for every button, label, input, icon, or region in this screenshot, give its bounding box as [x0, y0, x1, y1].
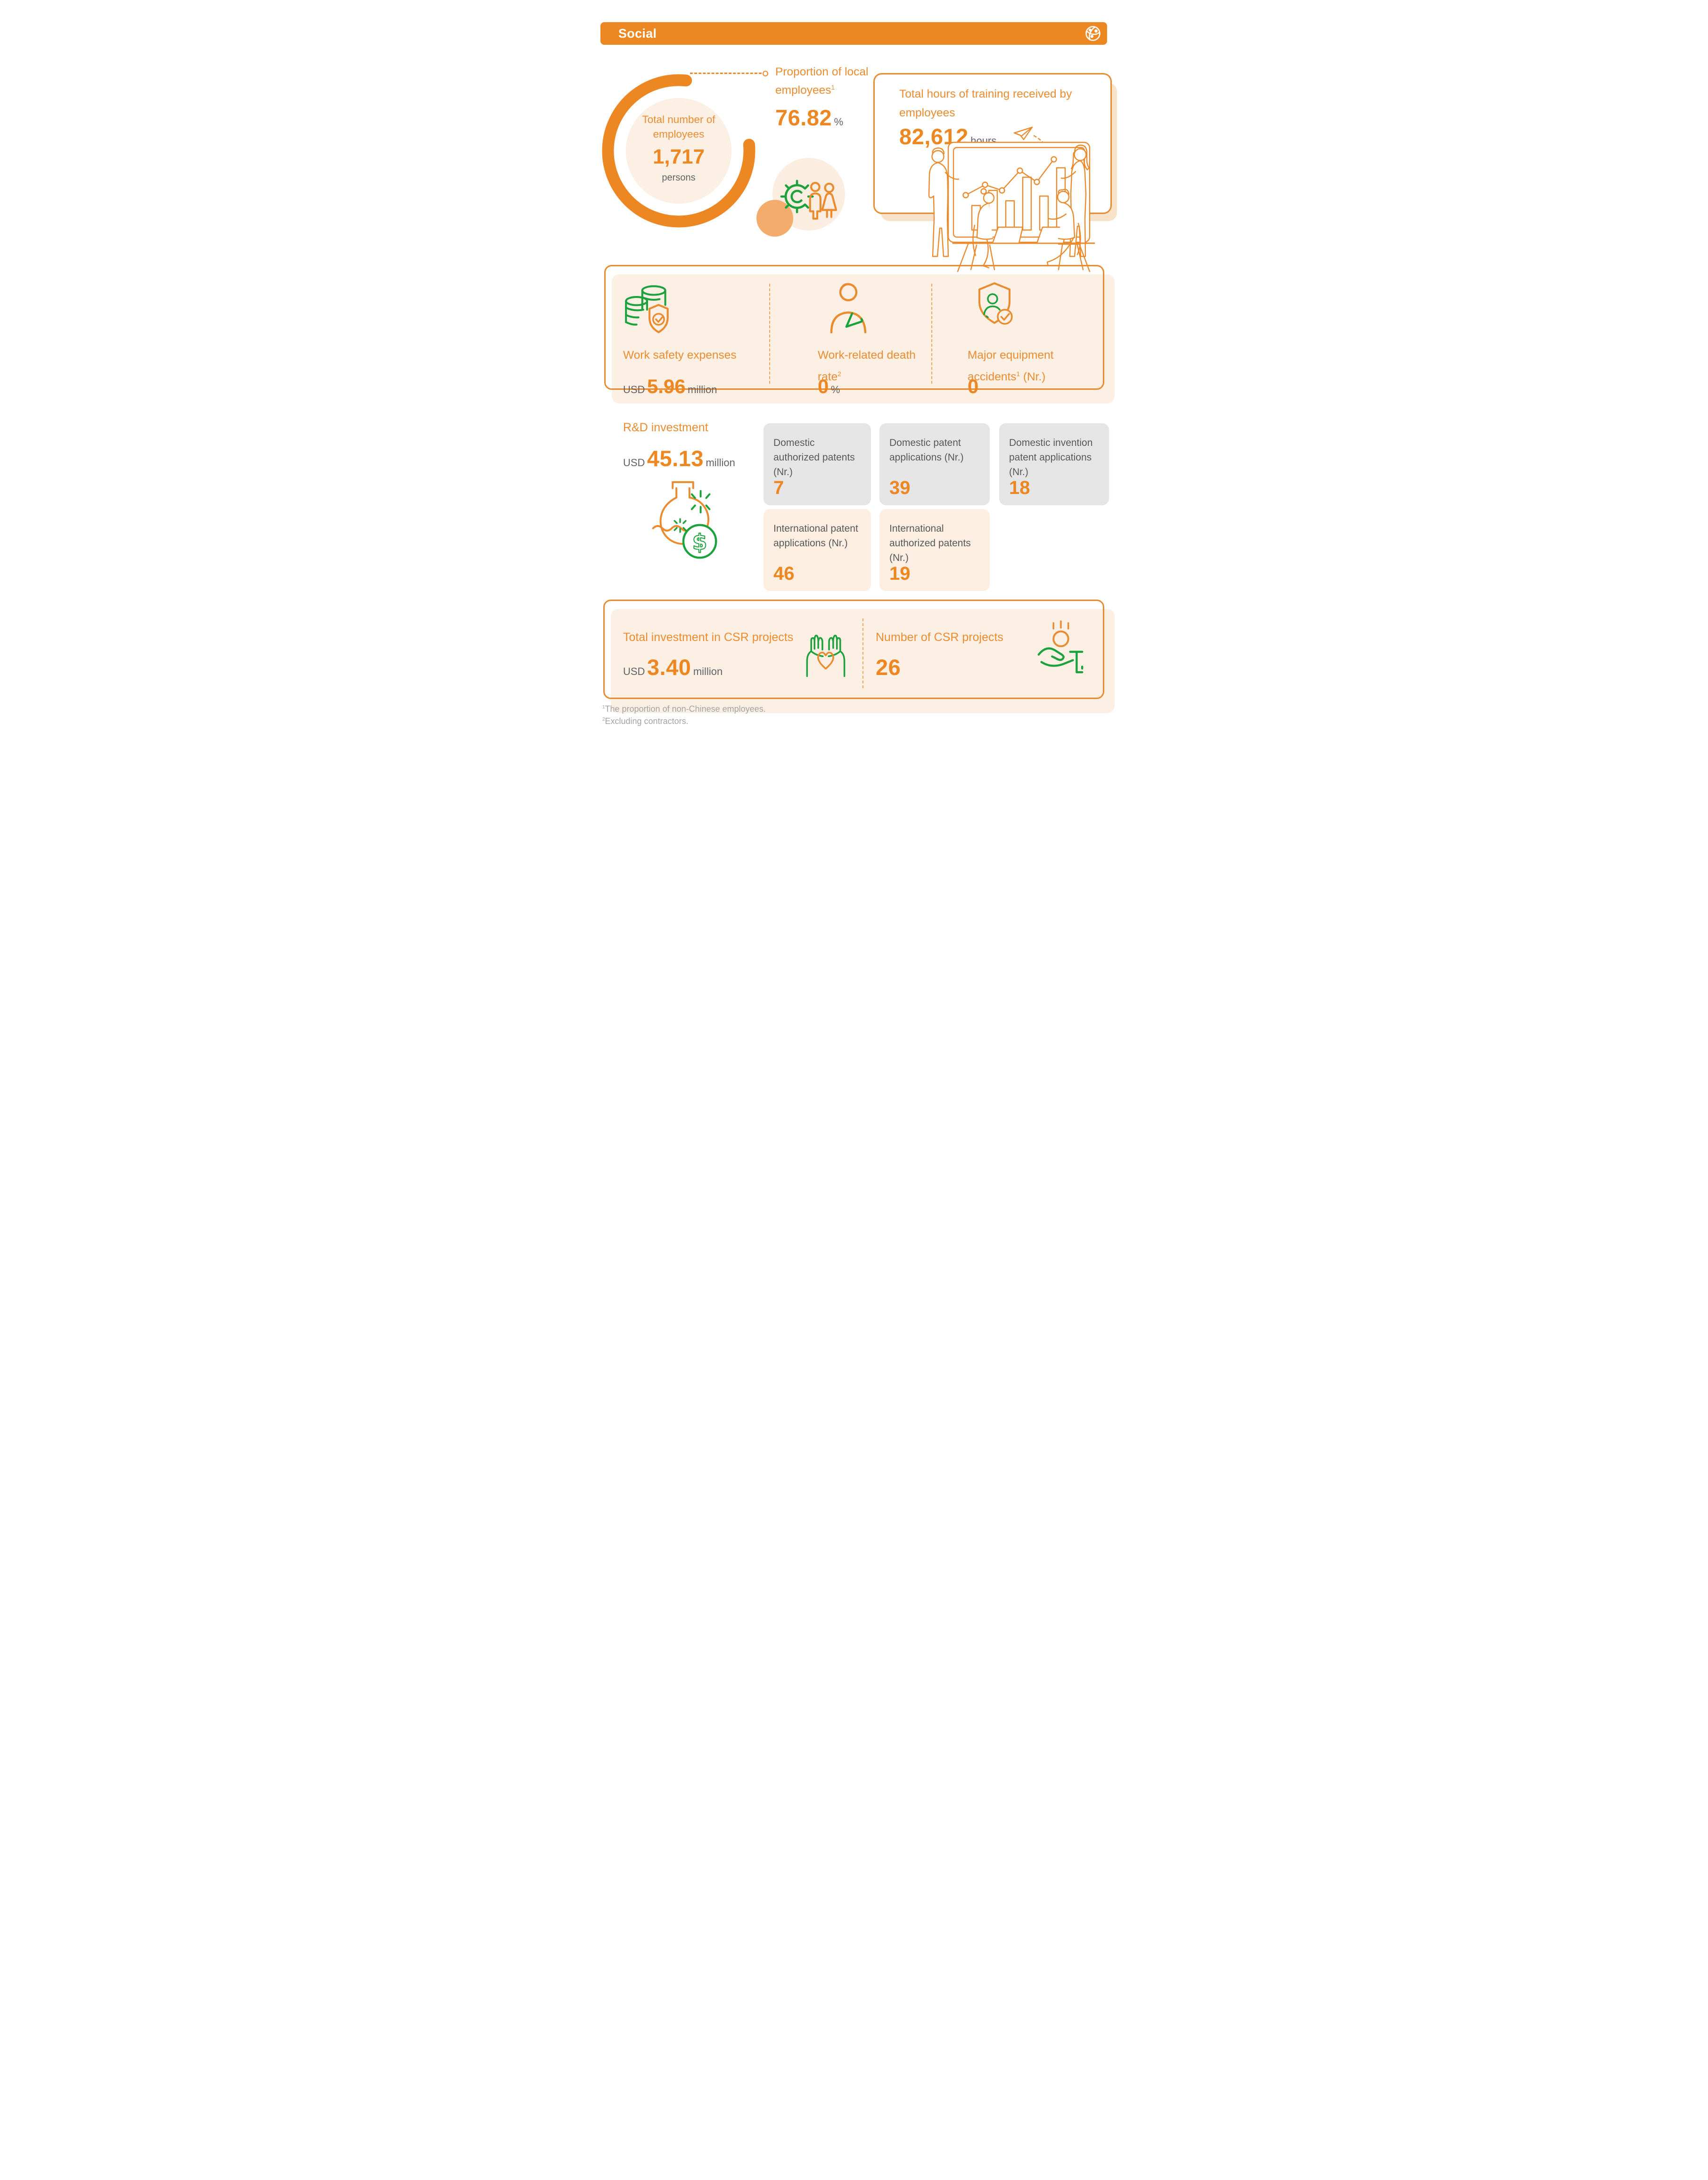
footnote-ref-2: 2: [838, 370, 841, 378]
csr-investment-value: USD 3.40 million: [623, 655, 723, 680]
footnote-ref-1: 1: [831, 84, 835, 91]
employees-total-label: Total number of employees: [642, 114, 715, 140]
hand-receiving-ball-icon: [1037, 620, 1084, 674]
coins-shield-icon: [625, 285, 669, 333]
gear-people-icon: [780, 180, 838, 220]
divider: [769, 284, 770, 384]
footnote-1: 1The proportion of non-Chinese employees…: [602, 704, 766, 714]
donut-inner-circle: [626, 98, 731, 204]
rnd-investment-label: R&D investment: [623, 421, 708, 434]
shield-person-check-icon: [978, 282, 1013, 325]
paper-plane-icon: [1013, 126, 1033, 140]
page-title: Social: [618, 26, 657, 41]
whiteboard-line-chart: [962, 156, 1057, 198]
seated-woman: [970, 188, 995, 271]
globe-network-icon: [1085, 26, 1100, 41]
footnote-ref-1: 1: [1016, 370, 1020, 378]
employees-total: Total number of employees 1,717 persons: [621, 112, 736, 183]
standing-man: [928, 147, 960, 257]
rnd-investment-value: USD 45.13 million: [623, 446, 735, 471]
stat-card-domestic-authorized-patents: Domestic authorized patents (Nr.) 7: [764, 423, 871, 505]
hands-heart-icon: [806, 634, 846, 677]
csr-panel-border: [603, 600, 1104, 699]
callout-end-dot: [763, 71, 768, 76]
death-rate-value: 0 %: [818, 375, 840, 397]
training-label: Total hours of training received by empl…: [899, 88, 1072, 119]
employees-total-value: 1,717: [652, 145, 705, 168]
divider: [931, 284, 932, 384]
stat-card-domestic-invention-patent-applications: Domestic invention patent applications (…: [999, 423, 1109, 505]
work-safety-expenses-label: Work safety expenses: [623, 349, 737, 362]
donut-ring-arc: [602, 74, 755, 228]
laptop-icon: [989, 226, 1024, 244]
csr-investment-label: Total investment in CSR projects: [623, 631, 794, 644]
injured-person-icon: [830, 283, 867, 334]
flask-dollar-icon: $: [652, 481, 717, 559]
stat-card-international-patent-applications: International patent applications (Nr.) …: [764, 509, 871, 591]
stat-card-international-authorized-patents: International authorized patents (Nr.) 1…: [879, 509, 990, 591]
callout-dashed-line: [690, 71, 768, 76]
team-presentation-whiteboard-illustration: [928, 126, 1095, 272]
death-rate-label: Work-related death rate2: [818, 349, 916, 384]
stat-card-domestic-patent-applications: Domestic patent applications (Nr.) 39: [879, 423, 990, 505]
infographic-page: Social Total number of employees 1,717 p…: [569, 0, 1139, 727]
section-header: Social: [600, 22, 1107, 45]
local-employees-label: Proportion of local employees1: [775, 66, 869, 97]
employees-donut-chart: [602, 74, 755, 228]
footnote-2: 2Excluding contractors.: [602, 716, 689, 726]
csr-projects-label: Number of CSR projects: [876, 631, 1003, 644]
equipment-accidents-value: 0: [968, 375, 979, 397]
divider: [862, 618, 863, 688]
csr-projects-value: 26: [876, 655, 901, 680]
local-employees-value: 76.82 %: [775, 105, 844, 130]
employees-total-unit: persons: [662, 173, 696, 183]
work-safety-expenses-value: USD 5.96 million: [623, 375, 717, 397]
svg-text:$: $: [692, 529, 707, 554]
safety-panel-background: [612, 274, 1115, 403]
equipment-accidents-label: Major equipment accidents1 (Nr.): [968, 349, 1054, 384]
safety-panel-border: [604, 265, 1104, 390]
seated-man: [1046, 189, 1084, 271]
